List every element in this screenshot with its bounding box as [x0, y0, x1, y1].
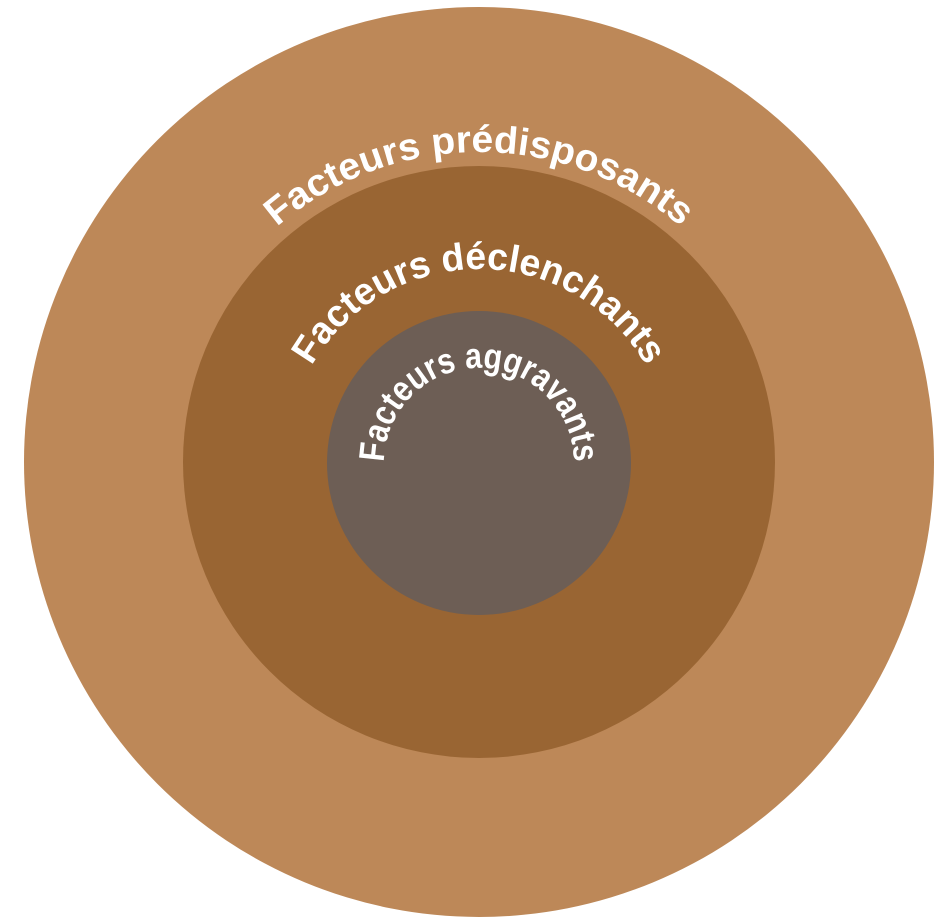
inner-ring [327, 311, 631, 615]
